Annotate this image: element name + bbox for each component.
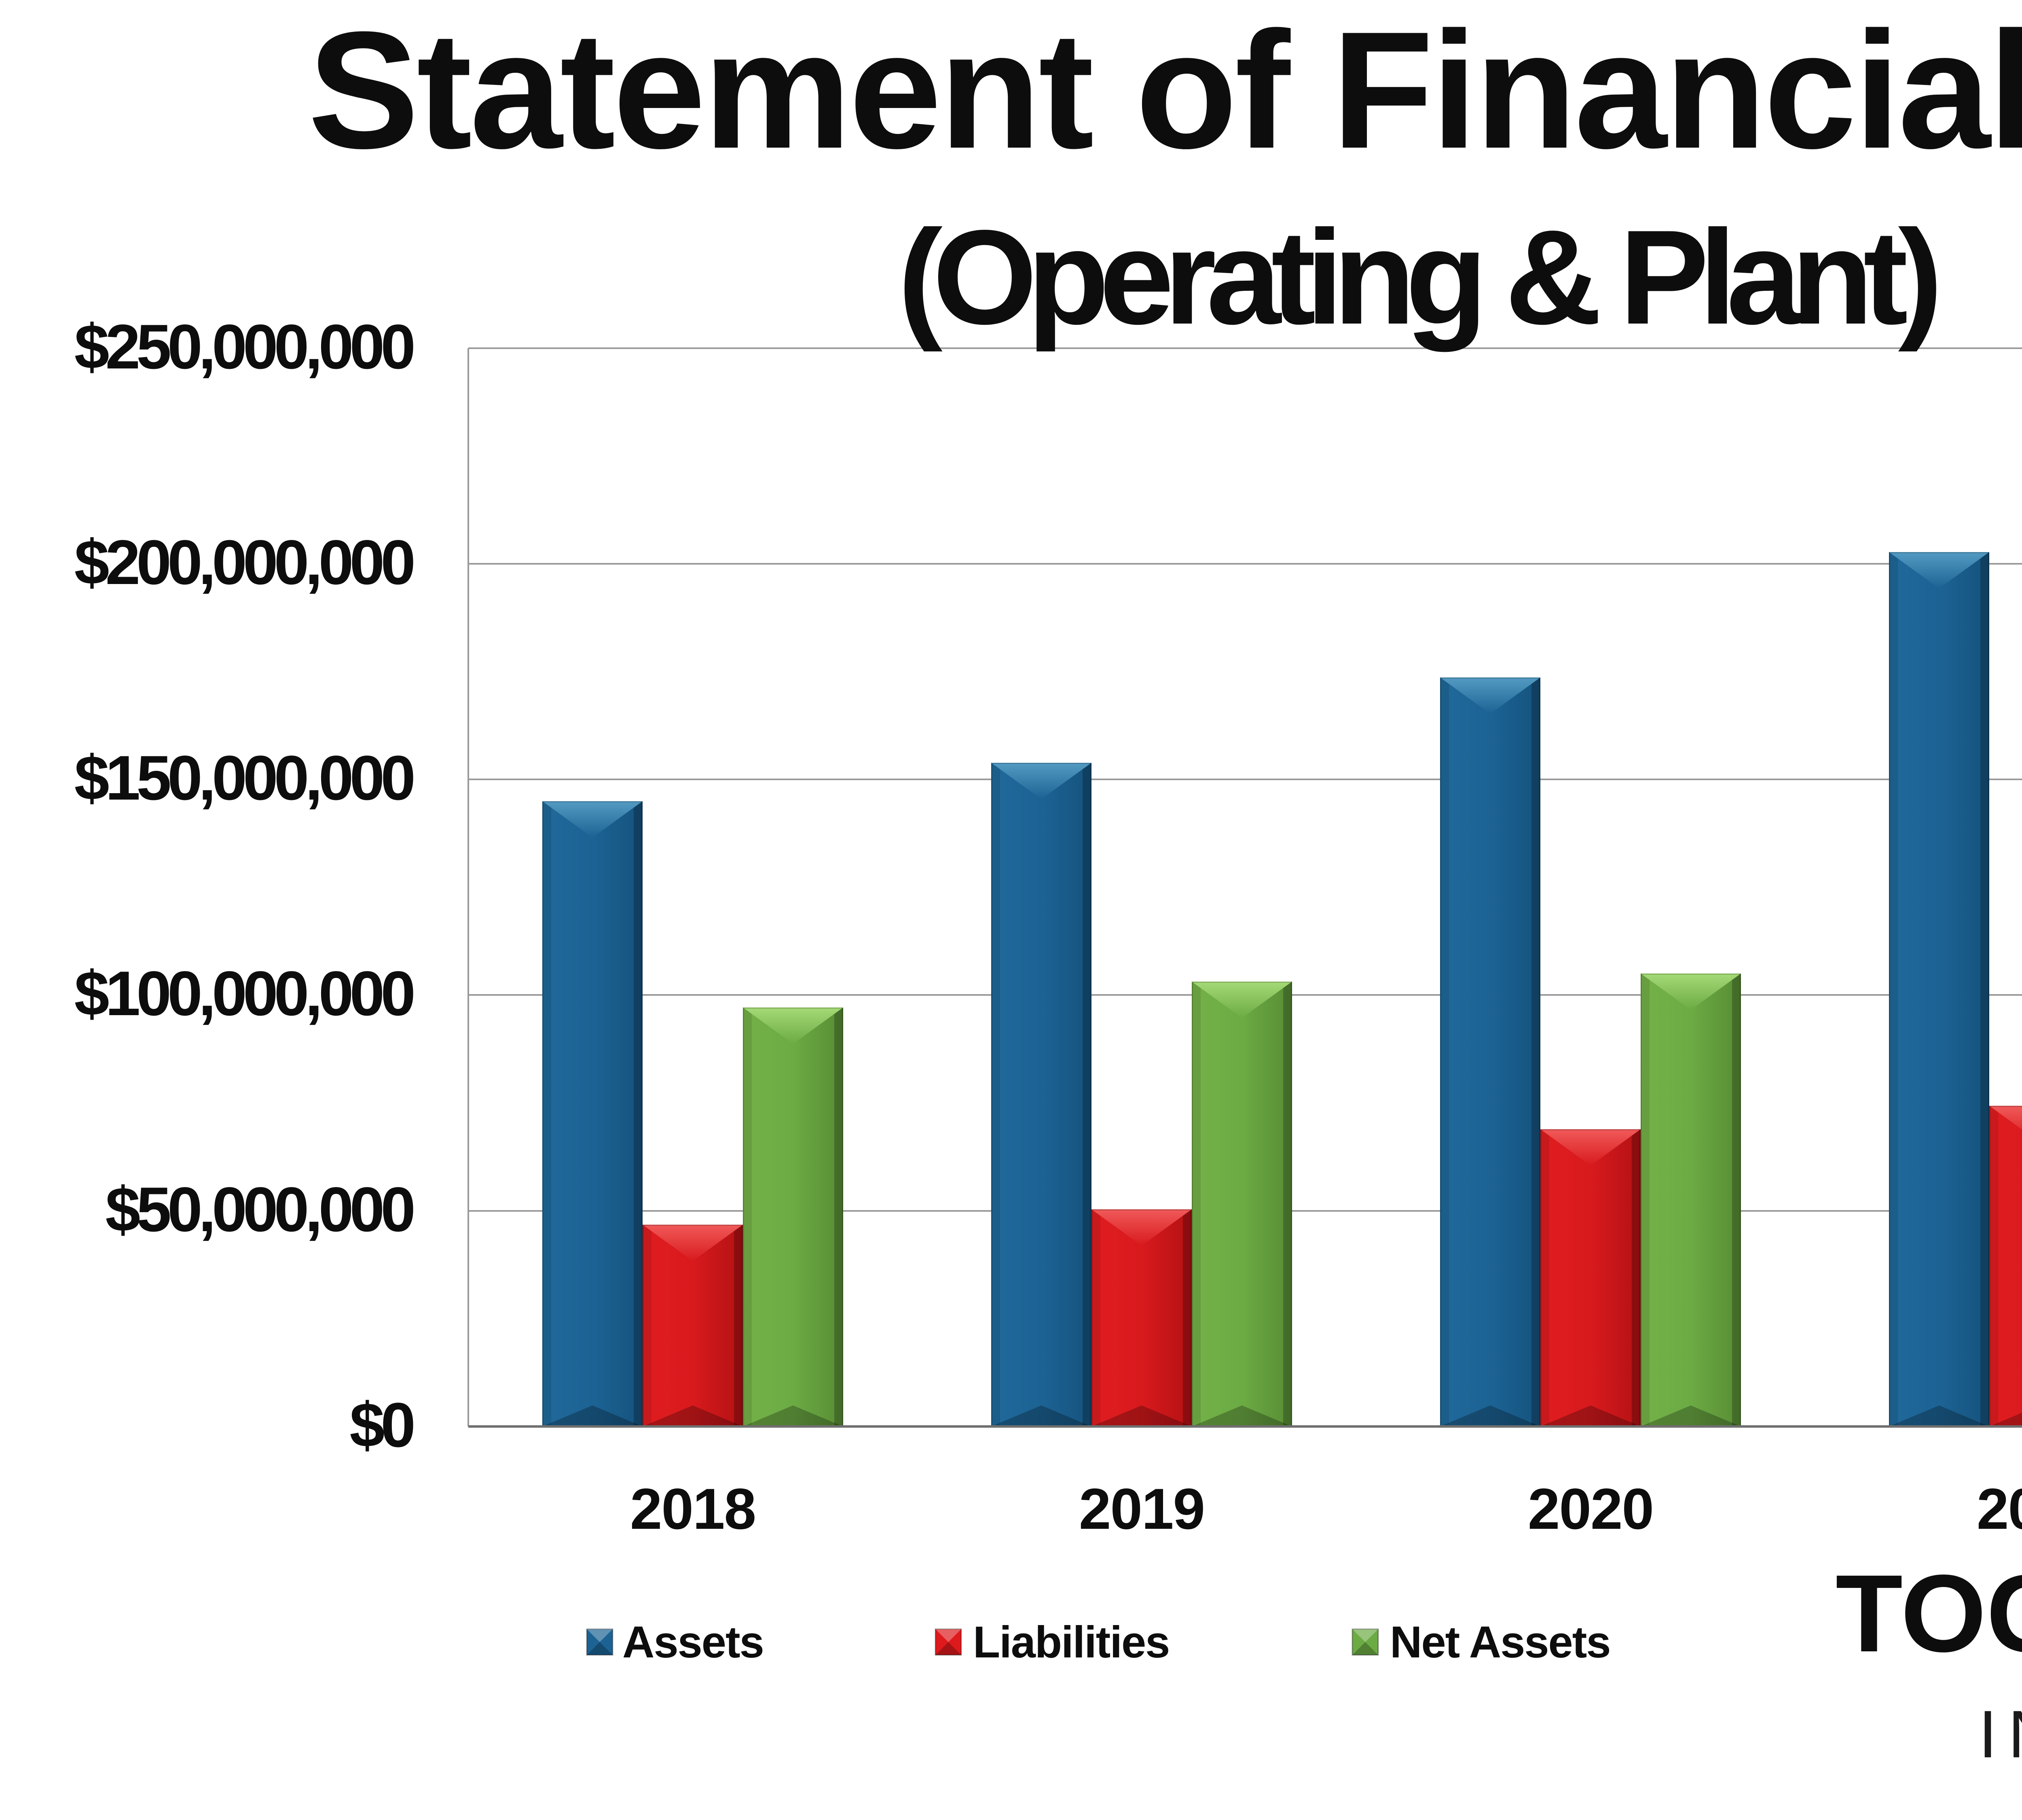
svg-text:Statement of Financial Positio: Statement of Financial Position (308, 0, 2022, 183)
svg-text:(Operating & Plant): (Operating & Plant) (898, 202, 1938, 353)
svg-text:2018: 2018 (630, 1477, 755, 1541)
svg-text:$150,000,000: $150,000,000 (74, 743, 414, 813)
svg-text:Liabilities: Liabilities (973, 1617, 1169, 1667)
svg-text:$250,000,000: $250,000,000 (74, 312, 414, 382)
svg-text:IN MISSION: IN MISSION (1978, 1697, 2022, 1772)
svg-text:2019: 2019 (1079, 1477, 1204, 1541)
svg-text:2021: 2021 (1977, 1477, 2022, 1541)
svg-text:$200,000,000: $200,000,000 (74, 527, 414, 598)
svg-text:$0: $0 (349, 1390, 413, 1460)
svg-text:Assets: Assets (622, 1617, 764, 1667)
svg-text:$100,000,000: $100,000,000 (74, 959, 414, 1029)
svg-text:$50,000,000: $50,000,000 (105, 1175, 413, 1245)
svg-text:Net Assets: Net Assets (1390, 1617, 1610, 1667)
svg-text:TOGETHER: TOGETHER (1836, 1552, 2022, 1675)
svg-text:2020: 2020 (1528, 1477, 1653, 1541)
